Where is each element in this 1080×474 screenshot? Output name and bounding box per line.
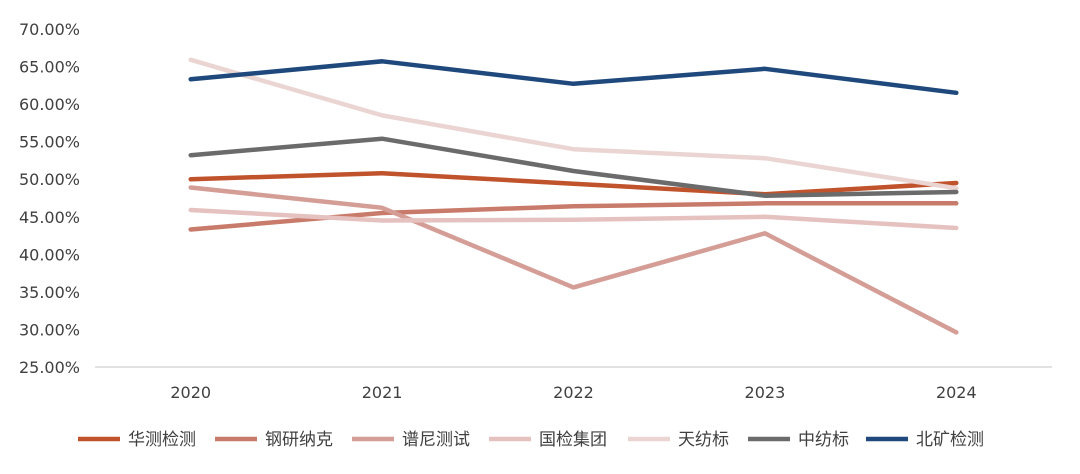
series-line-0 [188,170,959,197]
y-tick-label: 35.00% [19,283,80,302]
legend-label: 天纺标 [678,430,729,450]
legend: 华测检测 钢研纳克 谱尼测试 国检集团 天纺标 中纺标 北矿检测 [78,430,984,450]
x-tick-label: 2020 [170,383,211,402]
x-tick-label: 2024 [936,383,977,402]
x-tick-label: 2021 [362,383,403,402]
legend-label: 中纺标 [798,430,849,450]
x-tick-label: 2022 [553,383,594,402]
series-line-6 [188,59,959,96]
series-line-2 [188,185,959,335]
y-tick-label: 30.00% [19,320,80,339]
legend-label: 钢研纳克 [265,430,333,450]
series-line-5 [188,136,959,198]
series-line-4 [188,57,959,191]
x-tick-label: 2023 [745,383,786,402]
y-tick-label: 40.00% [19,245,80,264]
y-tick-label: 70.00% [19,20,80,39]
y-axis: 25.00% 30.00% 35.00% 40.00% 45.00% 50.00% 55.0… [19,20,80,377]
y-tick-label: 60.00% [19,95,80,114]
y-tick-label: 50.00% [19,170,80,189]
y-tick-label: 55.00% [19,133,80,152]
series-lines [188,57,959,335]
y-tick-label: 25.00% [19,358,80,377]
legend-label: 北矿检测 [916,430,984,450]
series-line-3 [188,207,959,231]
legend-label: 国检集团 [539,430,607,450]
legend-label: 谱尼测试 [402,430,470,450]
x-axis: 2020 2021 2022 2023 2024 [170,383,976,402]
legend-label: 华测检测 [128,430,196,450]
y-tick-label: 65.00% [19,58,80,77]
y-tick-label: 45.00% [19,208,80,227]
